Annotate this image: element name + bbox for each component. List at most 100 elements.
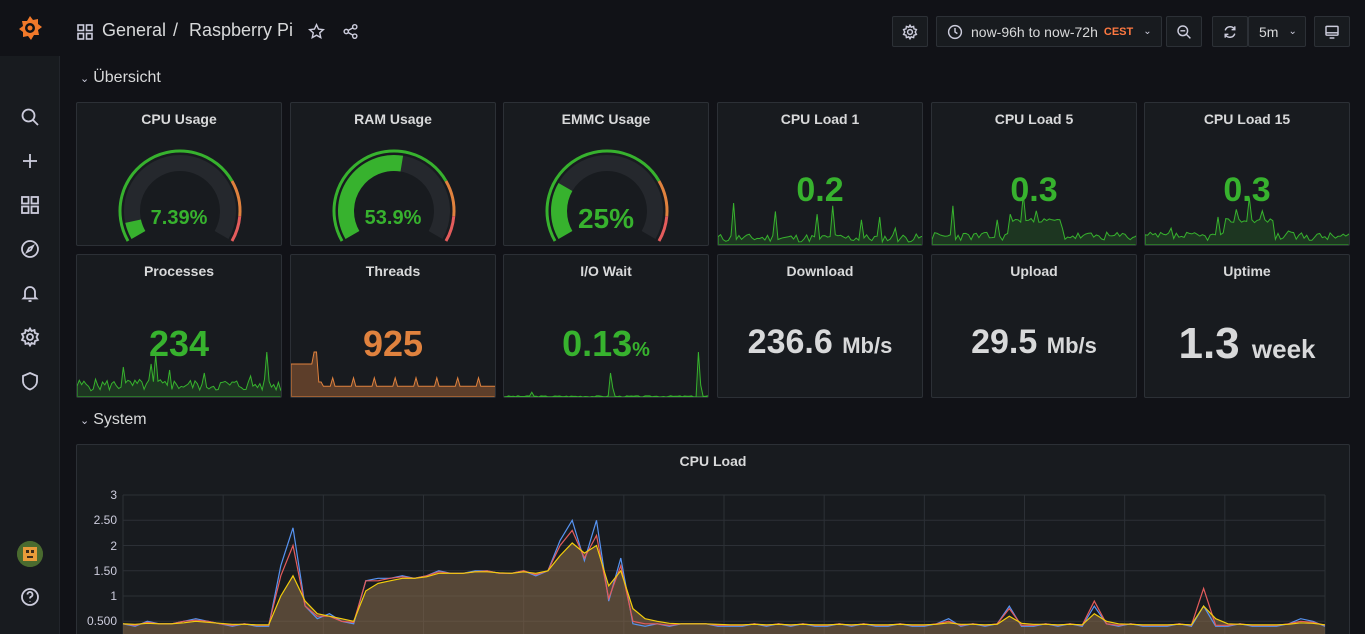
refresh-interval-picker[interactable]: 5m ⌄ (1248, 16, 1306, 47)
gauge-value-arc (551, 183, 573, 239)
avatar[interactable] (17, 541, 43, 567)
panel-download[interactable]: Download 236.6 Mb/s (717, 254, 923, 398)
panel-title: Threads (365, 263, 421, 279)
dashboard-settings-button[interactable] (892, 16, 928, 47)
stat-value: 0.2 (796, 171, 844, 209)
panel-threads[interactable]: Threads 925 (290, 254, 496, 398)
stat-unit: Mb/s (842, 333, 893, 358)
stat-value: 236.6 Mb/s (718, 323, 922, 362)
stat-value: 0.3 (1010, 171, 1058, 209)
breadcrumb-separator: / (173, 20, 179, 40)
panel-cpu-load-stat[interactable]: CPU Load 5 0.3 (931, 102, 1137, 246)
panel-uptime[interactable]: Uptime 1.3 week (1144, 254, 1350, 398)
tv-mode-button[interactable] (1314, 16, 1350, 47)
plus-icon[interactable] (15, 146, 45, 176)
chevron-down-icon: ⌄ (1288, 26, 1297, 37)
iowait-sparkline (504, 351, 708, 397)
gauge-value-arc (125, 219, 146, 239)
y-tick-label: 1.50 (93, 563, 117, 578)
gear-icon (902, 23, 918, 40)
panel-cpu-load-stat[interactable]: CPU Load 1 0.2 (717, 102, 923, 246)
processes-sparkline (77, 351, 281, 397)
top-navbar: General / Raspberry Pi now-96h to now-72… (60, 0, 1365, 62)
shield-icon[interactable] (15, 366, 45, 396)
stat-unit: week (1251, 334, 1316, 364)
panel-title: Processes (143, 263, 215, 279)
stat-number: 0.13 (562, 323, 633, 364)
panel-title: RAM Usage (354, 111, 432, 127)
panel-title: Download (786, 263, 854, 279)
gauge-threshold-arc (118, 149, 234, 242)
stat-value: 1.3 week (1145, 319, 1349, 369)
panel-title: CPU Load 1 (780, 111, 860, 127)
grafana-logo-icon[interactable] (0, 0, 60, 56)
time-range-label: now-96h to now-72h (971, 23, 1098, 40)
panel-cpu-load-stat[interactable]: CPU Load 15 0.3 (1144, 102, 1350, 246)
stat-value: 29.5 Mb/s (932, 323, 1136, 362)
gauge-value: 53.9% (364, 207, 422, 229)
panel-gauge[interactable]: CPU Usage 7.39% (76, 102, 282, 246)
y-tick-label: 1 (110, 589, 117, 603)
gauge (332, 149, 456, 242)
bell-icon[interactable] (15, 278, 45, 308)
stat-unit: % (632, 339, 650, 361)
panel-processes[interactable]: Processes 234 (76, 254, 282, 398)
panel-gauge[interactable]: EMMC Usage 25% (503, 102, 709, 246)
panel-title: Upload (1010, 263, 1058, 279)
gauge-threshold-arc (444, 216, 456, 242)
refresh-button[interactable] (1212, 16, 1248, 47)
search-icon[interactable] (15, 102, 45, 132)
panel-title: EMMC Usage (561, 111, 651, 127)
panel-title: I/O Wait (580, 263, 632, 279)
gauge-threshold-arc (230, 180, 242, 217)
load-sparkline (1145, 197, 1349, 245)
stat-unit: Mb/s (1046, 333, 1097, 358)
row-title: Übersicht (93, 69, 161, 86)
gauge-threshold-arc (444, 180, 456, 217)
gauge-threshold-arc (657, 180, 669, 217)
stat-number: 1.3 (1178, 319, 1240, 368)
gauge (545, 149, 669, 242)
dashboards-grid-icon[interactable] (77, 24, 93, 45)
time-range-picker[interactable]: now-96h to now-72h CEST ⌄ (936, 16, 1162, 47)
stat-value: 0.13% (504, 323, 708, 365)
load-sparkline (718, 202, 922, 245)
threads-sparkline (291, 351, 495, 397)
stat-value: 234 (148, 323, 210, 364)
panel-gauge[interactable]: RAM Usage 53.9% (290, 102, 496, 246)
series-line (122, 542, 1326, 626)
share-icon[interactable] (342, 23, 359, 45)
help-icon[interactable] (15, 582, 45, 612)
zoom-out-button[interactable] (1166, 16, 1202, 47)
gauge-threshold-arc (230, 216, 242, 242)
load-sparkline (932, 194, 1136, 245)
panel-title: CPU Load 5 (994, 111, 1074, 127)
refresh-interval-value: 5m (1259, 23, 1279, 40)
panel-upload[interactable]: Upload 29.5 Mb/s (931, 254, 1137, 398)
compass-icon[interactable] (15, 234, 45, 264)
sidebar (0, 0, 60, 634)
timezone-label: CEST (1103, 25, 1134, 38)
row-system-header[interactable]: ⌄ System (80, 411, 147, 429)
stat-value: 925 (362, 323, 424, 364)
chevron-down-icon: ⌄ (1143, 26, 1152, 37)
gauge-value: 7.39% (150, 207, 208, 229)
chevron-down-icon: ⌄ (80, 414, 90, 427)
y-tick-label: 2 (110, 538, 117, 553)
monitor-icon (1325, 25, 1339, 39)
panel-cpu-load-chart[interactable]: CPU Load 3 2.50 2 1.50 1 0.500 (76, 444, 1350, 634)
gauge-value-arc (338, 155, 404, 239)
breadcrumb-dashboard-title[interactable]: Raspberry Pi (189, 20, 294, 40)
panel-io-wait[interactable]: I/O Wait 0.13% (503, 254, 709, 398)
series-area (123, 543, 1325, 634)
gear-icon[interactable] (15, 322, 45, 352)
row-overview-header[interactable]: ⌄ Übersicht (80, 69, 161, 87)
y-tick-label: 0.500 (86, 614, 117, 629)
dashboards-grid-icon[interactable] (15, 190, 45, 220)
refresh-icon (1224, 25, 1236, 38)
star-icon[interactable] (308, 22, 325, 45)
gauge-track (124, 155, 236, 239)
stat-number: 29.5 (971, 323, 1038, 361)
panel-title: Uptime (1223, 263, 1271, 279)
breadcrumb-folder[interactable]: General (102, 20, 167, 40)
